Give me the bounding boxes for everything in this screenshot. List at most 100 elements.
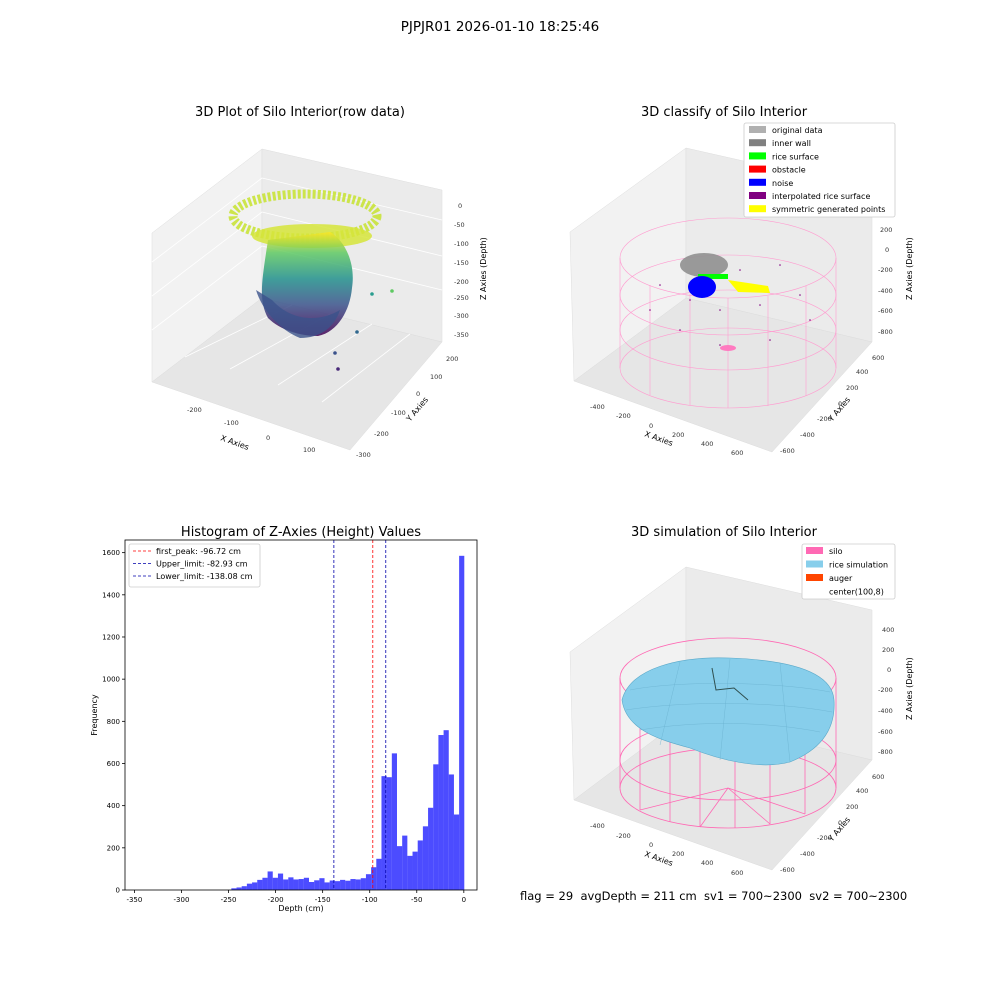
histogram-bar [345,880,351,890]
histogram-bar [459,555,465,890]
histogram-yticks: 0 200 400 600 800 1000 1200 1400 1600 [102,549,125,895]
histogram-bar [267,871,273,890]
panel2-legend-box [743,122,896,218]
histogram-bar [283,879,289,890]
panel4-xtick: 200 [672,850,684,858]
histogram-bar [453,814,460,890]
panel1-ytick: -100 [391,409,406,417]
panel2-legend-label: inner wall [772,139,811,148]
histogram-bars [231,555,465,890]
histogram-legend-box [128,543,261,588]
histogram-bar [236,887,242,890]
panel1-xtick: 100 [303,446,315,454]
histogram-xtick-label: -150 [315,896,331,904]
panel2-legend-label: symmetric generated points [772,205,885,214]
histogram-ytick-label: 0 [116,887,120,895]
panel1-point-cloud [228,189,394,371]
histogram-bar [381,776,387,890]
panel-histogram: Histogram of Z-Axies (Height) Values -35… [90,525,478,913]
panel2-legend-label: obstacle [772,166,806,175]
panel4-auger [711,667,749,701]
histogram-ytick-label: 800 [107,718,120,726]
histogram-bar [422,826,429,890]
panel2-classified-points [680,253,770,351]
panel4-xlabel: X Axies [643,849,674,868]
histogram-bar [303,877,309,890]
panel4-ztick: -600 [878,728,893,736]
panel1-ztick: -50 [454,221,465,229]
panel1-outlier-point [390,289,394,293]
panel2-legend-swatch [749,192,766,199]
histogram-xticks: -350 -300 -250 -200 -150 -100 -50 0 [126,890,466,904]
histogram-ytick-label: 200 [107,844,120,852]
histogram-bar [288,877,294,890]
histogram-xtick-label: -200 [268,896,284,904]
panel4-ztick: -200 [878,686,893,694]
panel1-ztick: 0 [458,202,462,210]
panel2-ztick: -200 [878,266,893,274]
histogram-bar [241,886,247,890]
histogram-bar [428,807,434,890]
histogram-bar [334,881,341,890]
panel4-ytick: -200 [817,834,832,842]
histogram-ytick-label: 1200 [102,633,120,641]
panel2-ytick: 200 [846,384,858,392]
histogram-bar [371,867,377,890]
panel2-legend-swatch [749,165,766,173]
panel4-ytick: 0 [838,819,842,827]
panel4-ztick: -400 [878,707,893,715]
panel1-ztick: -100 [454,240,469,248]
panel1-xtick: -200 [187,406,202,414]
panel1-ztick: -150 [454,259,469,267]
panel4-ytick: -400 [800,850,815,858]
panel4-rice-mesh [625,658,833,763]
panel1-xtick: -100 [224,419,239,427]
histogram-ytick-label: 400 [107,802,120,810]
panel2-legend-swatch [749,152,766,160]
panel2-xlabel: X Axies [643,429,674,448]
histogram-ytick-label: 1400 [102,591,120,599]
panel1-ztick: -250 [454,294,469,302]
panel4-ztick: -800 [878,748,893,756]
panel1-ytick: -200 [374,430,389,438]
histogram-legend-label: Upper_limit: -82.93 cm [156,560,248,569]
histogram-bar [298,879,304,890]
histogram-bar [246,883,253,890]
histogram-xtick-label: -350 [126,896,142,904]
panel1-outlier-point [336,367,340,371]
histogram-bar [443,730,449,890]
panel4-xtick: -200 [616,832,631,840]
panel2-ztick: -800 [878,328,893,336]
histogram-bar [407,855,413,890]
panel2-silo-wireframe [619,217,837,409]
histogram-bar [402,835,408,890]
panel1-ztick: -350 [454,331,469,339]
histogram-bar [433,764,439,890]
panel2-legend-label: interpolated rice surface [772,192,870,201]
panel2-xtick: -200 [616,412,631,420]
histogram-vlines [333,540,387,890]
panel2-ytick: -200 [817,415,832,423]
panel2-ztick: 0 [885,246,889,254]
histogram-legend-label: first_peak: -96.72 cm [156,547,241,556]
histogram-ytick-label: 1000 [102,676,120,684]
panel2-legend-label: original data [772,126,823,135]
panel4-zlabel: Z Axies (Depth) [905,657,914,720]
histogram-bar [340,879,346,890]
panel4-legend-swatch [806,574,823,581]
panel2-legend-label: rice surface [772,152,819,161]
panel4-ztick: 0 [887,666,891,674]
histogram-bar [365,874,372,890]
histogram-ytick-label: 600 [107,760,120,768]
panel4-ztick: 200 [882,646,894,654]
panel2-ztick: -600 [878,307,893,315]
panel4-legend-label: auger [829,574,853,583]
histogram-xtick-label: -300 [174,896,190,904]
panel2-legend-swatch [749,178,766,186]
panel1-top-ring [228,189,382,243]
panel-raw-scatter: 3D Plot of Silo Interior(row data) -200 [151,105,488,459]
histogram-bar [309,881,315,890]
panel2-interpolated-grid [649,264,811,346]
panel2-ytick: 400 [856,368,868,376]
